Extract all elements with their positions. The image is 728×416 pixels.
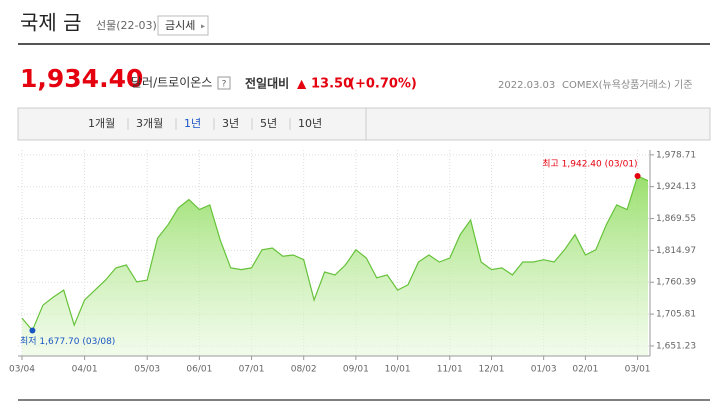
price: 1,934.40 [20, 64, 143, 93]
low-marker [29, 327, 36, 334]
y-tick-label: 1,814.97 [656, 246, 696, 256]
change-label: 전일대비 [245, 76, 289, 91]
x-tick-label: 08/02 [291, 365, 317, 375]
rate: (+0.70%) [349, 77, 417, 92]
y-tick-label: 1,924.13 [656, 182, 696, 192]
x-tick-label: 11/01 [437, 365, 463, 375]
x-tick-label: 01/03 [531, 365, 557, 375]
area-fill [22, 176, 648, 356]
tab[interactable]: 1년 [184, 117, 201, 130]
title: 국제 금 [20, 11, 82, 35]
tab[interactable]: 3개월 [136, 117, 163, 130]
x-tick-label: 03/01 [625, 365, 651, 375]
high-marker [634, 173, 641, 180]
price-line [21, 175, 649, 332]
y-tick-label: 1,705.81 [656, 310, 696, 320]
x-tick-label: 07/01 [239, 365, 265, 375]
up-arrow: ▲ [297, 77, 307, 91]
y-tick-label: 1,760.39 [656, 278, 696, 288]
low-label: 최저 1,677.70 (03/08) [20, 336, 115, 347]
x-tick-label: 06/01 [186, 365, 212, 375]
x-tick-label: 02/01 [572, 365, 598, 375]
tab[interactable]: 10년 [298, 117, 322, 130]
tab[interactable]: 1개월 [88, 117, 115, 130]
unit: 달러/트로이온스 [131, 76, 212, 90]
x-tick-label: 04/01 [72, 365, 98, 375]
button-arrow: ▸ [201, 22, 205, 31]
y-tick-label: 1,869.55 [656, 214, 696, 224]
change: 13.50 [311, 77, 352, 92]
tab-bar [17, 107, 711, 141]
high-label: 최고 1,942.40 (03/01) [542, 159, 637, 170]
y-tick-label: 1,651.23 [656, 341, 696, 351]
y-tick-label: 1,978.71 [656, 150, 696, 160]
button[interactable] [157, 15, 209, 36]
x-tick-label: 12/01 [479, 365, 505, 375]
source: COMEX(뉴욕상품거래소) 기준 [562, 79, 692, 91]
subtitle: 선물(22-03) [96, 19, 157, 32]
x-tick-label: 09/01 [343, 365, 369, 375]
x-tick-label: 05/03 [134, 365, 160, 375]
date: 2022.03.03 [498, 80, 555, 91]
help-icon[interactable] [217, 76, 231, 90]
help[interactable]: ? [222, 80, 227, 90]
tab[interactable]: 5년 [260, 117, 277, 130]
button-label[interactable]: 금시세 [165, 19, 195, 32]
x-tick-label: 03/04 [9, 365, 35, 375]
x-tick-label: 10/01 [385, 365, 411, 375]
tab[interactable]: 3년 [222, 117, 239, 130]
